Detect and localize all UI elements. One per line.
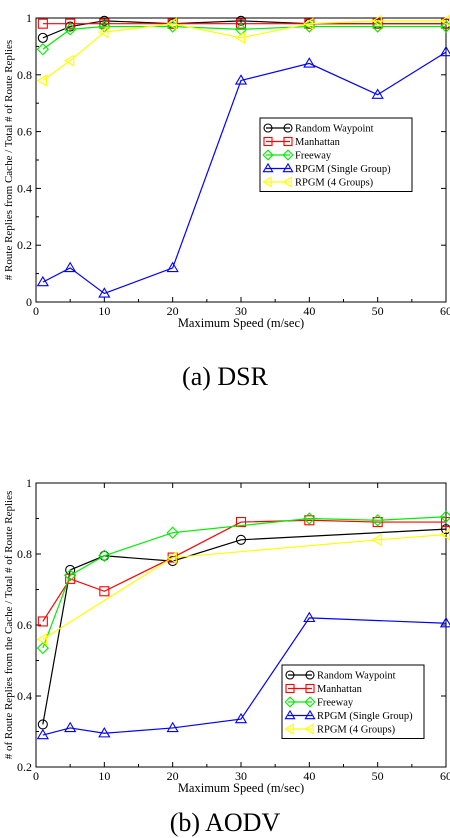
data-point [38,277,48,286]
x-tick-label: 40 [303,769,315,783]
data-point [441,618,450,627]
legend-label: Freeway [317,698,354,709]
x-tick-label: 60 [440,769,450,783]
y-tick-label: 0.4 [17,181,32,195]
y-tick-label: 0.6 [17,618,32,632]
x-tick-label: 40 [303,304,315,318]
x-tick-label: 60 [440,304,450,318]
legend-label: Random Waypoint [295,124,374,135]
y-tick-label: 0.2 [17,760,32,774]
data-point [372,90,382,99]
x-axis-label: Maximum Speed (m/sec) [178,316,304,330]
legend-label: Random Waypoint [317,671,396,682]
y-tick-label: 1 [26,11,32,25]
y-tick-label: 0.8 [17,68,32,82]
legend: Random Waypoint Manhattan Freeway RPGM (Sin… [260,118,412,192]
x-tick-label: 10 [98,304,110,318]
y-axis-label: # Route Replies from Cache / Total # of … [3,40,15,280]
caption-aodv: (b) AODV [0,808,450,838]
x-tick-label: 50 [372,769,384,783]
y-tick-label: 1 [26,476,32,490]
legend-label: RPGM (Single Group) [317,711,413,722]
data-point [304,613,314,622]
legend-label: Freeway [295,151,332,162]
data-point [441,47,450,56]
x-tick-label: 50 [372,304,384,318]
x-tick-label: 0 [33,304,39,318]
legend-label: RPGM (Single Group) [295,164,391,175]
data-point [38,75,47,85]
data-point [65,723,75,732]
y-tick-label: 0.2 [17,238,32,252]
y-tick-label: 0 [26,295,32,309]
y-tick-label: 0.8 [17,547,32,561]
legend-label: RPGM (4 Groups) [295,178,374,189]
caption-dsr: (a) DSR [0,362,450,392]
x-tick-label: 10 [98,769,110,783]
series-line [43,520,446,621]
legend-label: Manhattan [317,684,363,695]
y-axis-label: # of Route Replies from the Cache / Tota… [3,491,15,759]
legend: Random Waypoint Manhattan Freeway RPGM (Sin… [282,665,424,739]
legend-label: Manhattan [295,137,341,148]
y-tick-label: 0.4 [17,689,32,703]
x-tick-label: 0 [33,769,39,783]
legend-label: RPGM (4 Groups) [317,725,396,736]
x-axis-label: Maximum Speed (m/sec) [178,781,304,795]
y-tick-label: 0.6 [17,125,32,139]
